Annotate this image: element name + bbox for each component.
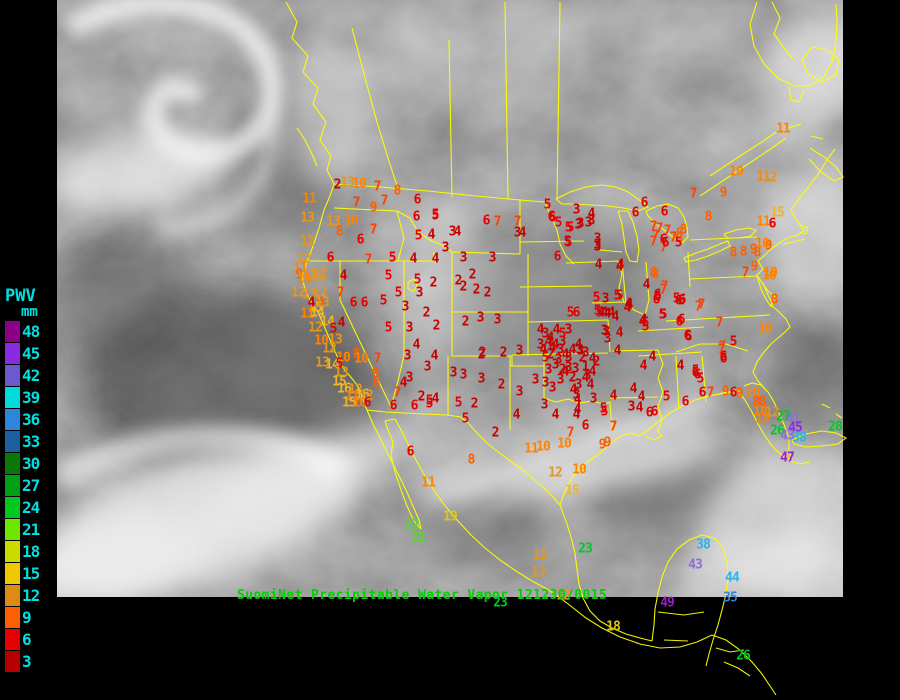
nova-scotia — [808, 147, 844, 182]
legend-scale: 48 45 42 39 36 33 30 27 24 21 18 15 12 9 6 3 — [5, 320, 57, 672]
legend-row: 33 — [5, 430, 57, 452]
legend-color-swatch — [5, 562, 20, 584]
legend-value-label: 45 — [22, 343, 40, 363]
legend-row: 12 — [5, 584, 57, 606]
legend-row: 30 — [5, 452, 57, 474]
coastline-pacific — [285, 1, 368, 411]
legend-color-swatch — [5, 496, 20, 518]
chesapeake-bay — [756, 275, 774, 308]
cape-cod — [798, 224, 809, 235]
legend-color-swatch — [5, 606, 20, 628]
legend-value-label: 24 — [22, 497, 40, 517]
legend-value-label: 12 — [22, 585, 40, 605]
legend-value-label: 30 — [22, 453, 40, 473]
legend-color-swatch — [5, 650, 20, 672]
legend-value-label: 18 — [22, 541, 40, 561]
legend-row: 39 — [5, 386, 57, 408]
legend-value-label: 27 — [22, 475, 40, 495]
great-salt-lake — [407, 278, 418, 292]
florida — [736, 382, 793, 460]
legend-row: 6 — [5, 628, 57, 650]
state-borders — [306, 199, 771, 433]
pwv-legend: PWV mm 48 45 42 39 36 33 30 27 24 21 18 15 12 9 6 3 — [5, 286, 57, 672]
legend-color-swatch — [5, 342, 20, 364]
cuba — [791, 430, 848, 448]
legend-value-label: 21 — [22, 519, 40, 539]
legend-row: 15 — [5, 562, 57, 584]
legend-row: 3 — [5, 650, 57, 672]
legend-value-label: 42 — [22, 365, 40, 385]
legend-color-swatch — [5, 430, 20, 452]
legend-color-swatch — [5, 320, 20, 342]
legend-row: 36 — [5, 408, 57, 430]
legend-row: 42 — [5, 364, 57, 386]
gulf-coast-us — [559, 389, 738, 506]
legend-color-swatch — [5, 540, 20, 562]
legend-row: 21 — [5, 518, 57, 540]
legend-color-swatch — [5, 386, 20, 408]
legend-row: 48 — [5, 320, 57, 342]
legend-color-swatch — [5, 518, 20, 540]
legend-color-swatch — [5, 452, 20, 474]
legend-value-label: 39 — [22, 387, 40, 407]
anticosti-island — [787, 123, 802, 129]
legend-color-swatch — [5, 408, 20, 430]
legend-color-swatch — [5, 474, 20, 496]
bahamas — [821, 403, 843, 419]
baja-east — [384, 420, 422, 530]
mississippi-delta — [644, 429, 663, 441]
legend-value-label: 48 — [22, 321, 40, 341]
lake-erie — [683, 240, 731, 263]
legend-row: 9 — [5, 606, 57, 628]
lake-michigan — [617, 210, 640, 263]
legend-value-label: 33 — [22, 431, 40, 451]
legend-color-swatch — [5, 628, 20, 650]
mexico-pacific-coast — [384, 418, 713, 649]
hudson-bay — [749, 1, 838, 87]
map-outlines — [285, 1, 848, 696]
legend-value-label: 36 — [22, 409, 40, 429]
legend-row: 18 — [5, 540, 57, 562]
canada-provinces — [351, 1, 561, 201]
st-lawrence — [699, 131, 787, 197]
legend-color-swatch — [5, 364, 20, 386]
legend-value-label: 9 — [22, 607, 32, 627]
yucatan-borders — [657, 611, 705, 642]
central-america-borders — [715, 647, 751, 677]
labrador-coast — [771, 1, 794, 60]
pei — [810, 135, 824, 140]
product-title: SuomiNet Precipitable Water Vapor 121230… — [237, 588, 608, 603]
legend-title: PWV — [5, 286, 36, 306]
legend-row: 24 — [5, 496, 57, 518]
legend-value-label: 3 — [22, 651, 32, 671]
legend-color-swatch — [5, 584, 20, 606]
legend-units: mm — [21, 304, 38, 320]
central-america — [711, 634, 777, 696]
us-mexico-border — [366, 409, 561, 506]
yucatan — [651, 534, 729, 667]
legend-row: 27 — [5, 474, 57, 496]
lake-superior — [555, 184, 650, 212]
vancouver-island — [296, 127, 318, 167]
mexico-gulf-coast — [559, 504, 653, 642]
long-island — [782, 238, 806, 245]
baja-west — [366, 409, 422, 530]
legend-row: 45 — [5, 342, 57, 364]
james-bay — [788, 85, 805, 103]
legend-value-label: 6 — [22, 629, 32, 649]
satellite-imagery — [57, 0, 843, 597]
legend-value-label: 15 — [22, 563, 40, 583]
florida-keys — [789, 460, 811, 465]
newfoundland — [801, 46, 840, 83]
coastline-atlantic — [752, 148, 836, 391]
lake-huron — [645, 203, 689, 244]
